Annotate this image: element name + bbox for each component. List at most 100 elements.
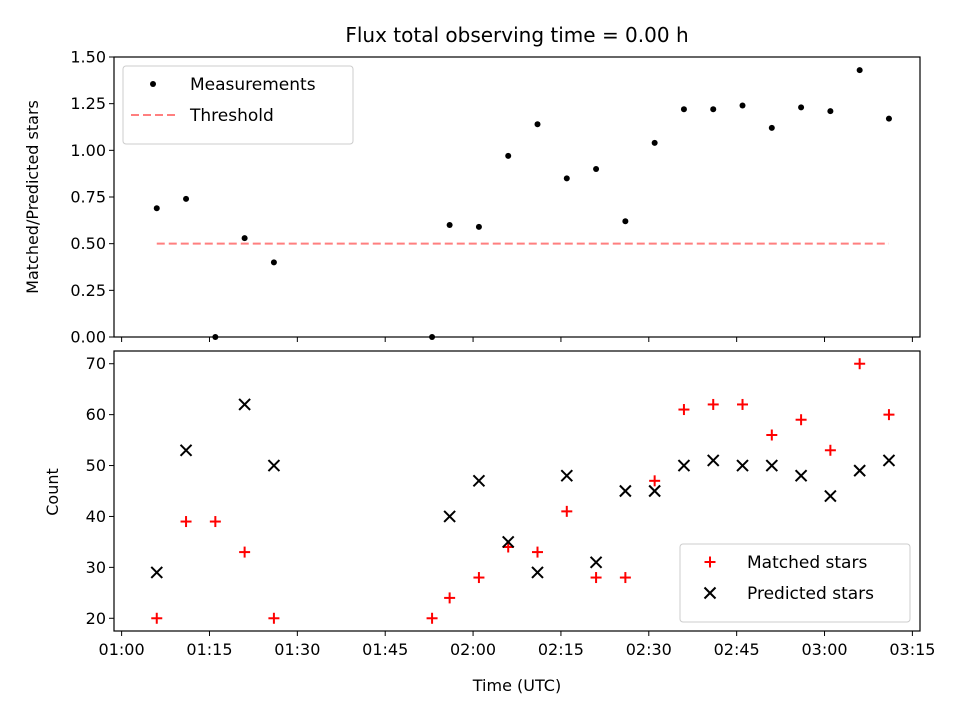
predicted-stars-point — [443, 510, 456, 523]
bottom-y-tick-label: 40 — [86, 507, 106, 526]
predicted-stars-point — [238, 398, 251, 411]
matched-stars-point — [883, 409, 895, 421]
bottom-chart-y-axis-label: Count — [43, 468, 62, 516]
measurements-point — [798, 104, 805, 111]
bottom-x-tick-label: 02:30 — [626, 640, 672, 659]
matched-stars-point — [473, 572, 485, 584]
top-legend-frame — [122, 65, 354, 145]
predicted-stars-point — [736, 459, 749, 472]
measurements-point — [827, 108, 834, 115]
measurements-point — [651, 139, 658, 146]
matched-stars-point — [239, 546, 251, 558]
measurements-point — [710, 106, 717, 113]
bottom-x-tick-label: 02:45 — [714, 640, 760, 659]
predicted-stars-point — [267, 459, 281, 472]
top-chart-plot-frame — [113, 56, 921, 338]
top-y-tick-label: 1.50 — [70, 48, 106, 67]
bottom-y-tick-label: 50 — [86, 456, 106, 475]
predicted-stars-point — [560, 469, 573, 482]
bottom-x-tick-label: 01:00 — [99, 640, 145, 659]
bottom-x-tick-label: 01:30 — [274, 640, 320, 659]
top-chart: Flux total observing time = 0.00 h Match… — [23, 23, 921, 347]
measurements-point — [183, 195, 190, 202]
predicted-stars-point — [619, 484, 632, 498]
bottom-y-tick-label: 20 — [86, 609, 106, 628]
legend-measurements-label: Measurements — [190, 75, 316, 95]
matched-stars-point — [268, 612, 280, 624]
predicted-stars-point — [824, 489, 837, 503]
predicted-stars-point — [531, 566, 544, 579]
bottom-chart-plot-frame — [113, 350, 921, 632]
legend-threshold-label: Threshold — [189, 106, 274, 126]
bottom-y-tick-label: 30 — [86, 558, 106, 577]
matched-stars-point — [426, 612, 438, 624]
top-chart-legend: Measurements Threshold — [122, 65, 354, 145]
bottom-x-tick-label: 02:15 — [538, 640, 584, 659]
measurements-point — [446, 222, 453, 228]
top-y-tick-label: 1.25 — [70, 94, 106, 113]
measurements-point — [505, 152, 512, 159]
measurements-point — [534, 121, 541, 128]
top-y-tick-label: 0.75 — [70, 188, 106, 207]
top-chart-y-axis-label: Matched/Predicted stars — [23, 100, 42, 294]
matched-stars-point — [502, 541, 514, 553]
measurements-point — [622, 218, 629, 225]
predicted-stars-point — [150, 566, 163, 579]
matched-stars-point — [561, 505, 573, 517]
measurements-point — [153, 205, 160, 212]
matched-stars-point — [795, 414, 807, 426]
matched-stars-point — [678, 404, 690, 416]
matched-stars-point — [209, 516, 221, 528]
legend-matched-stars-label: Matched stars — [747, 553, 867, 573]
matched-stars-point — [737, 398, 749, 410]
matched-stars-point — [590, 572, 602, 584]
legend-measurements-swatch — [150, 81, 156, 87]
measurements-point — [680, 106, 687, 113]
bottom-x-tick-label: 03:15 — [889, 640, 935, 659]
matched-stars-point — [151, 612, 163, 624]
predicted-stars-point — [853, 464, 866, 477]
predicted-stars-point — [502, 535, 515, 549]
predicted-stars-point — [179, 444, 193, 457]
measurements-point — [739, 102, 746, 109]
predicted-stars-point — [707, 454, 720, 467]
predicted-stars-point — [765, 459, 779, 472]
bottom-chart-plot-layer: 20 30 40 50 60 70 01:00 01:15 01:30 01:45 02:00 02:… — [86, 354, 936, 659]
bottom-x-tick-label: 01:15 — [186, 640, 232, 659]
bottom-legend-frame — [679, 543, 911, 623]
measurements-point — [241, 235, 248, 242]
measurements-point — [593, 166, 600, 172]
bottom-x-tick-label: 01:45 — [362, 640, 408, 659]
matched-stars-point — [766, 429, 778, 441]
predicted-stars-point — [472, 474, 486, 488]
measurements-point — [563, 175, 570, 182]
legend-matched-stars-swatch — [704, 556, 716, 568]
predicted-stars-point — [648, 484, 661, 498]
bottom-chart-x-axis-label: Time (UTC) — [472, 676, 561, 695]
top-chart-title: Flux total observing time = 0.00 h — [345, 23, 688, 47]
measurements-point — [856, 67, 863, 74]
legend-predicted-stars-label: Predicted stars — [747, 584, 874, 604]
legend-predicted-stars-swatch — [703, 586, 717, 600]
matched-stars-point — [532, 546, 544, 558]
measurements-point — [768, 124, 775, 131]
bottom-chart-legend: Matched stars Predicted stars — [679, 543, 911, 623]
matched-stars-point — [854, 358, 866, 370]
top-y-tick-label: 1.00 — [70, 141, 106, 160]
top-chart-plot-layer: 0.00 0.25 0.50 0.75 1.00 1.25 1.50 — [70, 48, 913, 347]
predicted-stars-point — [589, 556, 603, 569]
top-y-tick-label: 0.25 — [70, 281, 106, 300]
measurements-point — [885, 115, 892, 122]
bottom-x-tick-label: 03:00 — [801, 640, 847, 659]
matched-stars-point — [824, 444, 836, 456]
matched-stars-point — [649, 475, 661, 487]
bottom-y-tick-label: 60 — [86, 405, 106, 424]
predicted-stars-point — [677, 459, 691, 472]
predicted-stars-point — [794, 469, 808, 482]
matched-stars-point — [707, 398, 719, 410]
matched-stars-point — [180, 516, 192, 528]
matched-stars-point — [619, 572, 631, 584]
bottom-y-tick-label: 70 — [86, 354, 106, 373]
measurements-point — [475, 223, 482, 230]
